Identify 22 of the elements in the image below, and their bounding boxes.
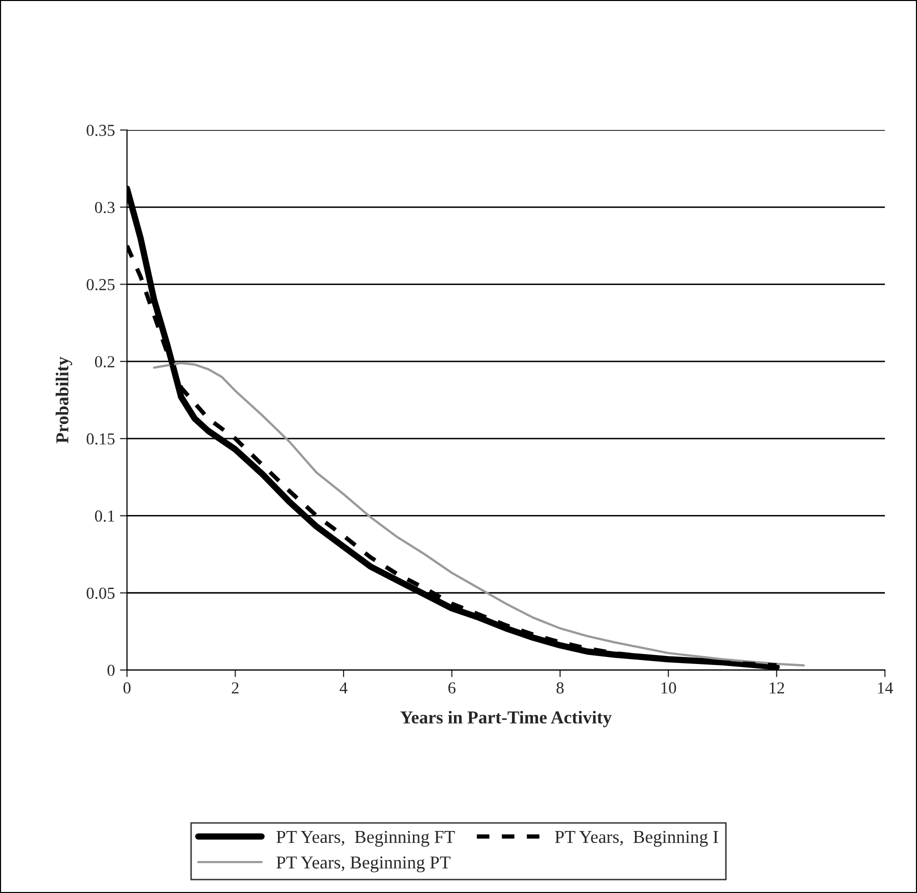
y-tick-label: 0.05 <box>86 588 115 599</box>
y-tick-label: 0.1 <box>95 510 114 522</box>
y-axis-title: Probability <box>56 356 72 444</box>
x-tick-label: 14 <box>878 682 893 694</box>
x-tick-label: 12 <box>770 682 784 694</box>
x-axis-title: Years in Part-Time Activity <box>400 710 612 728</box>
line-series <box>152 362 805 666</box>
x-tick-label: 0 <box>123 682 131 694</box>
x-tick-label: 6 <box>448 682 456 694</box>
x-tick-label: 8 <box>556 682 564 694</box>
x-tick-label: 2 <box>232 682 239 694</box>
legend-label: PT Years, Beginning PT <box>276 856 450 872</box>
x-tick-label: 10 <box>661 682 676 694</box>
y-tick-label: 0.35 <box>86 124 115 136</box>
legend-label: PT Years, Beginning I <box>555 830 718 847</box>
y-tick-label: 0 <box>108 664 115 676</box>
y-tick-label: 0.2 <box>95 356 114 368</box>
legend-label: PT Years, Beginning FT <box>276 830 455 847</box>
y-tick-label: 0.15 <box>86 433 115 445</box>
y-tick-label: 0.3 <box>95 202 115 214</box>
y-tick-label: 0.25 <box>86 279 115 290</box>
x-tick-label: 4 <box>340 682 348 694</box>
